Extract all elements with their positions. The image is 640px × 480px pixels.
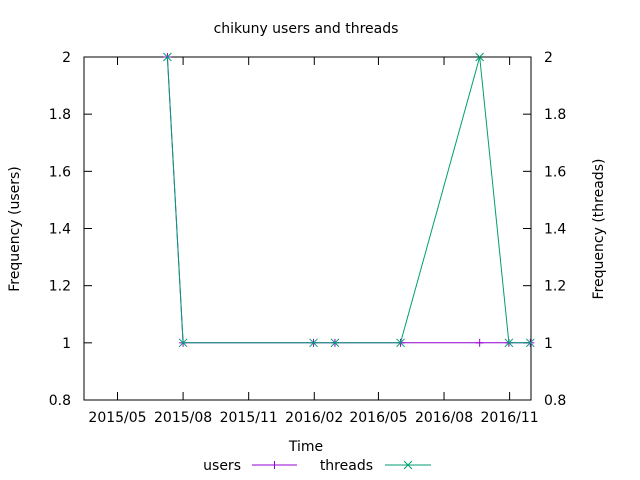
cross-marker (525, 338, 535, 348)
y-tick-label: 0.8 (49, 393, 71, 409)
y-axis-label: Frequency (users) (7, 166, 23, 292)
legend-item-threads: threads (320, 458, 431, 474)
y2-tick-label: 2 (544, 50, 553, 66)
y-axis-left: 0.8 1 1.2 1.4 1.6 1.8 2 (49, 50, 92, 409)
y-tick-label: 1.8 (49, 107, 71, 123)
y-tick-label: 1 (62, 336, 71, 352)
y2-tick-label: 0.8 (544, 393, 566, 409)
x-tick-label: 2015/11 (220, 410, 278, 426)
series-line-users (166, 56, 531, 344)
plus-marker (270, 461, 279, 469)
y-axis-right: 0.8 1 1.2 1.4 1.6 1.8 2 (523, 50, 566, 409)
x-tick-label: 2016/02 (285, 410, 343, 426)
series-layer (163, 52, 535, 348)
x-axis-label: Time (288, 439, 323, 455)
y-tick-label: 1.2 (49, 279, 71, 295)
y-tick-label: 1.6 (49, 164, 71, 180)
cross-marker (330, 338, 340, 348)
plot-frame (83, 56, 532, 401)
legend-label: users (203, 458, 241, 474)
y2-tick-label: 1 (544, 336, 553, 352)
legend-label: threads (320, 458, 373, 474)
x-tick-label: 2016/08 (415, 410, 473, 426)
y2-tick-label: 1.4 (544, 222, 566, 238)
y2-axis-label: Frequency (threads) (591, 159, 607, 300)
chart-title: chikuny users and threads (214, 21, 399, 37)
x-tick-label: 2016/05 (349, 410, 407, 426)
x-tick-label: 2015/08 (154, 410, 212, 426)
cross-marker (178, 338, 188, 348)
plot-area: 0.8 1 1.2 1.4 1.6 1.8 2 0.8 1 1.2 1.4 1.6 1.8 2 2015… (49, 50, 567, 426)
series-line-threads (166, 56, 531, 344)
plus-marker (475, 338, 484, 347)
legend-item-users: users (203, 458, 297, 474)
cross-marker (396, 338, 405, 348)
y2-tick-label: 1.2 (544, 279, 566, 295)
cross-marker (163, 52, 172, 62)
x-axis: 2015/05 2015/08 2015/11 2016/02 2016/05 2016/… (88, 57, 539, 426)
cross-marker (403, 460, 413, 470)
y-tick-label: 1.4 (49, 222, 71, 238)
cross-marker (504, 338, 514, 348)
y2-tick-label: 1.8 (544, 107, 566, 123)
x-tick-label: 2016/11 (481, 410, 539, 426)
x-tick-label: 2015/05 (88, 410, 146, 426)
cross-marker (475, 52, 485, 62)
y2-tick-label: 1.6 (544, 164, 566, 180)
cross-marker (309, 338, 318, 348)
y-tick-label: 2 (62, 50, 71, 66)
legend: users threads (203, 458, 431, 474)
